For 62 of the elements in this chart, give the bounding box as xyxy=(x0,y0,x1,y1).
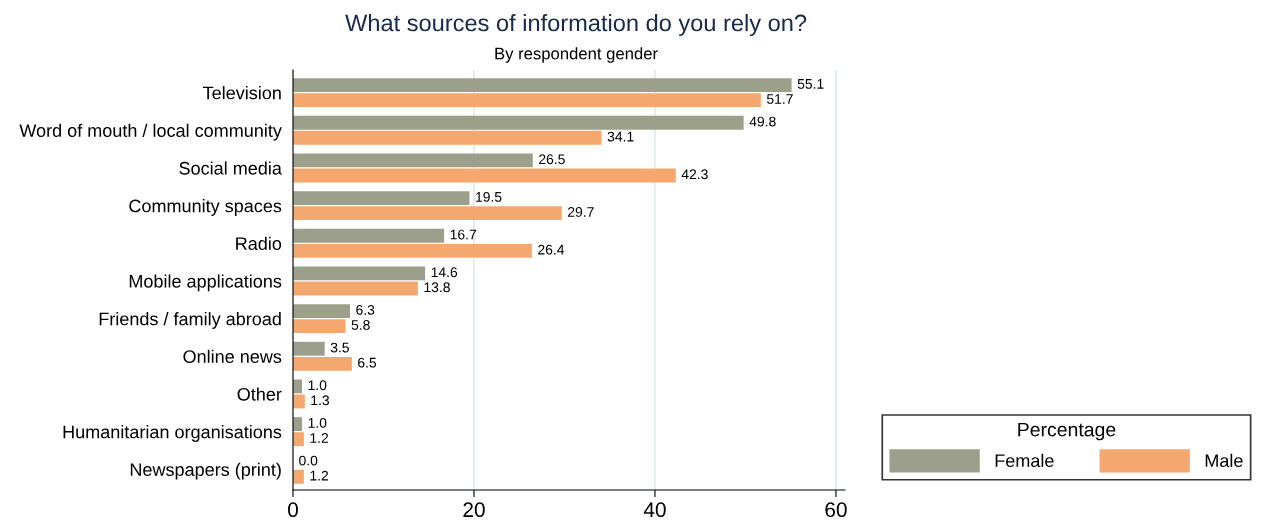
y-tick-label: Newspapers (print) xyxy=(130,462,281,480)
bar xyxy=(293,417,303,432)
data-label: 26.5 xyxy=(539,154,565,165)
bar xyxy=(293,266,426,281)
data-label: 13.8 xyxy=(424,282,450,293)
bar xyxy=(293,356,352,371)
bar xyxy=(293,206,562,221)
x-tick-label: 60 xyxy=(825,502,847,518)
bar xyxy=(293,281,418,296)
bar xyxy=(293,93,761,108)
bar xyxy=(293,432,304,447)
bar xyxy=(293,341,325,356)
x-tick-label: 20 xyxy=(463,502,485,518)
data-label: 5.8 xyxy=(351,320,370,330)
data-label: 26.4 xyxy=(538,244,565,255)
data-label: 49.8 xyxy=(749,116,776,127)
data-label: 1.2 xyxy=(310,433,329,443)
data-label: 14.6 xyxy=(431,267,458,278)
bar xyxy=(293,243,532,258)
y-tick-label: Community spaces xyxy=(129,199,282,216)
y-tick-label: Radio xyxy=(236,236,282,250)
data-label: 42.3 xyxy=(681,169,708,180)
data-label: 16.7 xyxy=(450,229,477,240)
data-label: 51.7 xyxy=(766,94,793,104)
legend-label: Male xyxy=(1205,453,1243,468)
bar xyxy=(293,469,304,484)
y-tick-label: Other xyxy=(237,387,282,401)
data-label: 29.7 xyxy=(568,207,594,217)
data-label: 1.0 xyxy=(308,380,327,391)
y-tick-label: Humanitarian organisations xyxy=(63,425,282,442)
data-label: 6.5 xyxy=(358,357,377,368)
x-tick-label: 0 xyxy=(288,502,298,518)
bar xyxy=(293,379,303,394)
bar xyxy=(293,78,792,92)
data-label: 1.3 xyxy=(311,395,330,406)
chart-subtitle: By respondent gender xyxy=(495,47,658,63)
y-tick-label: Word of mouth / local community xyxy=(19,123,282,141)
bar xyxy=(293,153,533,168)
data-label: 6.3 xyxy=(356,304,375,315)
y-tick-label: Social media xyxy=(179,161,282,175)
y-tick-label: Television xyxy=(203,86,281,100)
bar xyxy=(293,304,351,319)
data-label: 3.5 xyxy=(330,342,349,353)
y-tick-label: Online news xyxy=(183,349,282,363)
bar xyxy=(293,319,346,334)
data-label: 1.2 xyxy=(310,470,329,481)
chart-title: What sources of information do you rely on? xyxy=(345,14,807,37)
bar xyxy=(293,168,676,183)
x-tick-label: 40 xyxy=(643,502,666,518)
bar xyxy=(293,228,445,243)
data-label: 19.5 xyxy=(476,191,502,202)
legend-label: Female xyxy=(995,453,1054,468)
data-label: 55.1 xyxy=(797,79,824,89)
bar xyxy=(293,191,470,205)
y-tick-label: Friends / family abroad xyxy=(99,312,281,329)
bar xyxy=(293,130,602,145)
data-label: 34.1 xyxy=(607,131,634,142)
data-label: 0.0 xyxy=(299,455,318,466)
data-label: 1.0 xyxy=(308,417,327,428)
legend-title: Percentage xyxy=(1018,422,1116,441)
y-tick-label: Mobile applications xyxy=(129,274,282,292)
bar xyxy=(293,115,744,130)
